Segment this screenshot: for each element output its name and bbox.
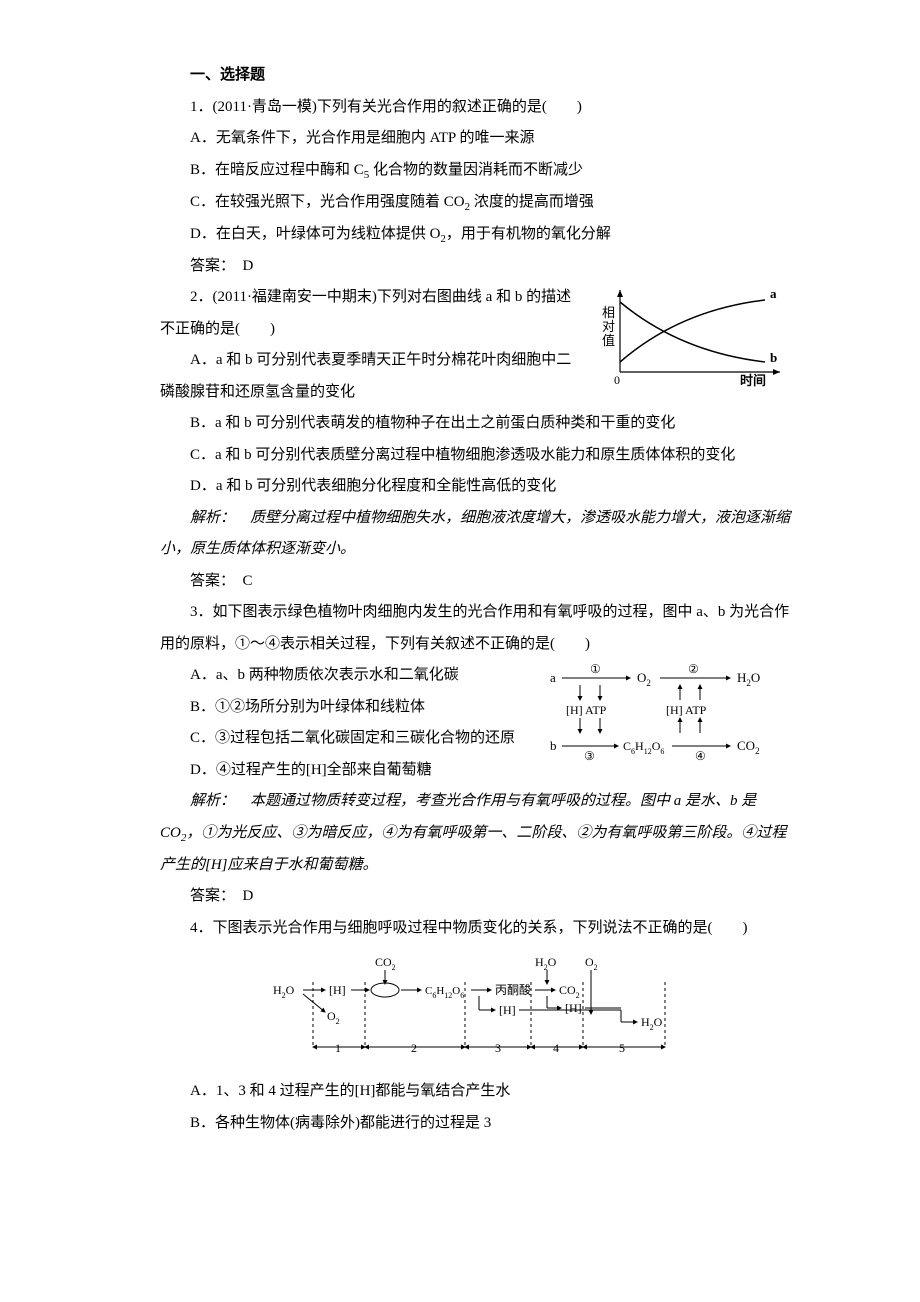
x-label: 时间 xyxy=(740,373,766,387)
curve-a xyxy=(620,300,765,362)
y-arrow-icon xyxy=(617,290,623,297)
n2: 2 xyxy=(411,1041,417,1055)
x-arrow-icon xyxy=(773,369,780,375)
c6h12o6: C6H12O6 xyxy=(425,985,464,1000)
q3-stem: 3．如下图表示绿色植物叶肉细胞内发生的光合作用和有氧呼吸的过程，图中 a、b 为… xyxy=(160,597,790,660)
q3-answer: 答案： D xyxy=(160,881,790,913)
q1-opt-b-post: 化合物的数量因消耗而不断减少 xyxy=(369,162,583,178)
label-b: b xyxy=(770,350,777,365)
q1-opt-b: B．在暗反应过程中酶和 C5 化合物的数量因消耗而不断减少 xyxy=(160,155,790,187)
q1-opt-c-pre: C．在较强光照下，光合作用强度随着 CO xyxy=(190,194,465,210)
origin: 0 xyxy=(614,373,620,387)
co2-top: CO2 xyxy=(375,955,396,972)
label-a: a xyxy=(550,670,556,685)
o2-left: O2 xyxy=(327,1009,340,1026)
label-b: b xyxy=(550,738,557,753)
h-atp-left: [H] ATP xyxy=(566,703,607,717)
o2: O2 xyxy=(637,670,651,688)
q1-opt-b-pre: B．在暗反应过程中酶和 C xyxy=(190,162,364,178)
n5: 5 xyxy=(619,1041,625,1055)
circ2: ② xyxy=(688,662,699,676)
label-a: a xyxy=(770,286,777,301)
q1-opt-d: D．在白天，叶绿体可为线粒体提供 O2，用于有机物的氧化分解 xyxy=(160,219,790,251)
y-label-3: 值 xyxy=(602,333,615,348)
co2: CO2 xyxy=(737,738,760,756)
h2: [H] xyxy=(499,1003,516,1017)
h3: [H] xyxy=(565,1001,582,1015)
co2-mid: CO2 xyxy=(559,983,580,1000)
o2-top: O2 xyxy=(585,955,598,972)
y-label-2: 对 xyxy=(602,319,615,334)
q1-opt-c-post: 浓度的提高而增强 xyxy=(470,194,594,210)
q4-opt-b: B．各种生物体(病毒除外)都能进行的过程是 3 xyxy=(160,1108,790,1140)
n4: 4 xyxy=(553,1041,559,1055)
h-atp-right: [H] ATP xyxy=(666,703,707,717)
q3-explain-post: ，①为光反应、③为暗反应，④为有氧呼吸第一、二阶段、②为有氧呼吸第三阶段。④过程… xyxy=(160,825,786,873)
h1: [H] xyxy=(329,983,346,997)
n1: 1 xyxy=(335,1041,341,1055)
q1-opt-a: A．无氧条件下，光合作用是细胞内 ATP 的唯一来源 xyxy=(160,123,790,155)
q2-opt-c: C．a 和 b 可分别代表质壁分离过程中植物细胞渗透吸水能力和原生质体体积的变化 xyxy=(160,440,790,472)
circ4: ④ xyxy=(695,749,706,763)
circ3: ③ xyxy=(584,749,595,763)
q1-opt-d-pre: D．在白天，叶绿体可为线粒体提供 O xyxy=(190,226,440,242)
q1-opt-c: C．在较强光照下，光合作用强度随着 CO2 浓度的提高而增强 xyxy=(160,187,790,219)
curve-b xyxy=(620,302,765,362)
h2o-right: H2O xyxy=(641,1015,663,1032)
c6h12o6: C6H12O6 xyxy=(623,739,664,756)
circ1: ① xyxy=(590,662,601,676)
q2-answer: 答案： C xyxy=(160,566,790,598)
section-heading: 一、选择题 xyxy=(160,60,790,92)
arrow-h2o-o2 xyxy=(303,994,325,1012)
pyruvate: 丙酮酸 xyxy=(495,982,531,997)
h2o-left: H2O xyxy=(273,983,295,1000)
q3-figure: a ① O2 ② H2O [H] ATP [H] ATP b ③ C6H12O6… xyxy=(540,660,790,765)
q2-figure: 相 对 值 a b 0 时间 xyxy=(590,282,790,387)
y-label-1: 相 xyxy=(602,305,615,320)
q1-stem: 1．(2011·青岛一模)下列有关光合作用的叙述正确的是( ) xyxy=(160,92,790,124)
h2o-mid: H2O xyxy=(535,955,557,972)
cycle-icon xyxy=(371,983,399,997)
q4-stem: 4．下图表示光合作用与细胞呼吸过程中物质变化的关系，下列说法不正确的是( ) xyxy=(160,913,790,945)
n3: 3 xyxy=(495,1041,501,1055)
q1-answer: 答案： D xyxy=(160,251,790,283)
q2-opt-d: D．a 和 b 可分别代表细胞分化程度和全能性高低的变化 xyxy=(160,471,790,503)
q3-explain: 解析： 本题通过物质转变过程，考查光合作用与有氧呼吸的过程。图中 a 是水、b … xyxy=(160,786,790,881)
q4-opt-a: A．1、3 和 4 过程产生的[H]都能与氧结合产生水 xyxy=(160,1076,790,1108)
q2-explain: 解析： 质壁分离过程中植物细胞失水，细胞液浓度增大，渗透吸水能力增大，液泡逐渐缩… xyxy=(160,503,790,566)
h2o: H2O xyxy=(737,670,760,688)
q1-opt-d-post: ，用于有机物的氧化分解 xyxy=(446,226,611,242)
q2-opt-b: B．a 和 b 可分别代表萌发的植物种子在出土之前蛋白质种类和干重的变化 xyxy=(160,408,790,440)
q4-figure: CO2 H2O O2 H2O [H] C6H12O6 丙酮酸 CO2 O2 [H… xyxy=(265,952,685,1072)
